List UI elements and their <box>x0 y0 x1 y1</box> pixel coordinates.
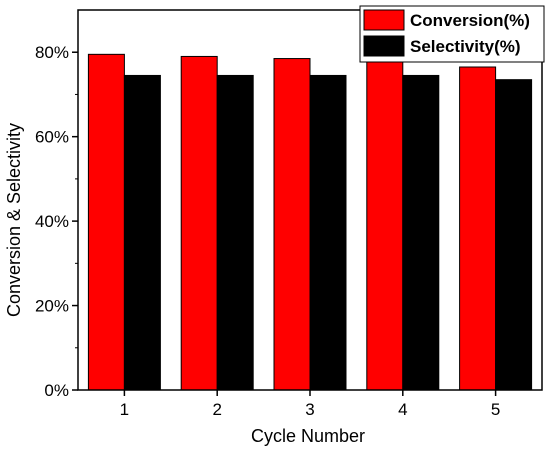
y-axis-title: Conversion & Selectivity <box>4 123 24 317</box>
bar-conversion-cycle-1 <box>87 53 125 391</box>
bar-conversion-cycle-5 <box>459 66 497 391</box>
x-tick-label: 2 <box>212 400 221 419</box>
x-tick-label: 1 <box>120 400 129 419</box>
bar-conversion-cycle-3 <box>273 58 311 391</box>
y-tick-label: 40% <box>35 212 69 231</box>
bar-selectivity-cycle-3 <box>309 74 347 391</box>
x-tick-label: 4 <box>398 400 407 419</box>
legend-swatch <box>363 35 405 57</box>
bar-selectivity-cycle-5 <box>495 79 533 391</box>
x-tick-label: 5 <box>491 400 500 419</box>
bar-selectivity-cycle-1 <box>123 74 161 391</box>
y-tick-label: 80% <box>35 43 69 62</box>
axes-group: 0% 20% 40% 60% 80% 1 2 3 4 5 <box>35 9 543 419</box>
bar-selectivity-cycle-4 <box>402 74 440 391</box>
bar-conversion-cycle-2 <box>180 55 218 391</box>
legend: Conversion(%) Selectivity(%) <box>359 5 545 63</box>
x-tick-label: 3 <box>305 400 314 419</box>
legend-label: Selectivity(%) <box>410 37 521 56</box>
bar-conversion-cycle-4 <box>366 60 404 391</box>
x-axis-title: Cycle Number <box>251 426 365 446</box>
bars-group <box>87 53 533 391</box>
y-tick-label: 0% <box>44 381 69 400</box>
legend-label: Conversion(%) <box>410 11 530 30</box>
legend-swatch <box>363 9 405 31</box>
bar-selectivity-cycle-2 <box>216 74 254 391</box>
y-tick-label: 60% <box>35 128 69 147</box>
y-tick-label: 20% <box>35 297 69 316</box>
